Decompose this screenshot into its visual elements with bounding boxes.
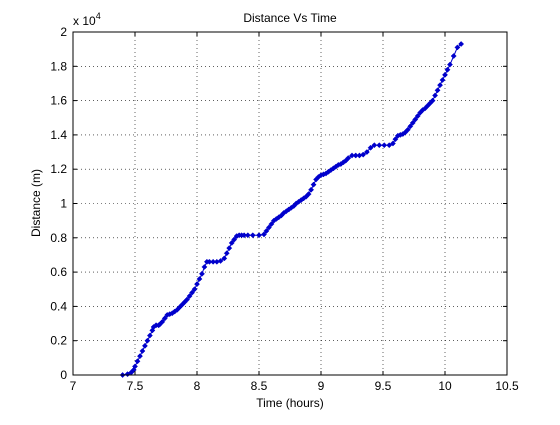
data-point-marker [308,186,315,193]
data-point-marker [217,257,224,264]
y-tick-label: 1.2 [50,162,67,176]
data-point-marker [454,44,461,51]
y-tick-label: 0.8 [50,231,67,245]
data-layer [119,41,465,378]
y-tick-label: 0.4 [50,299,67,313]
data-point-marker [189,289,195,296]
data-point-marker [363,149,370,156]
x-tick-label: 10.5 [495,379,519,393]
data-point-marker [159,318,166,325]
y-tick-label: 1 [60,197,67,211]
y-tick-label: 1.6 [50,94,67,108]
y-exponent-label: x 104 [73,11,101,28]
data-point-marker [199,270,205,277]
data-point-marker [161,315,168,322]
data-point-marker [141,342,148,349]
data-point-marker [191,286,198,293]
data-point-marker [310,181,317,188]
data-point-marker [149,327,156,334]
data-point-marker [263,227,270,234]
data-point-marker [407,123,414,130]
data-point-marker [414,113,421,119]
data-point-marker [458,41,465,47]
data-point-marker [268,221,275,228]
data-point-marker [360,151,367,158]
data-point-marker [444,66,451,73]
x-tick-label: 7 [70,379,77,393]
data-point-marker [389,140,396,147]
data-point-marker [434,87,441,94]
data-point-marker [228,239,235,246]
data-point-marker [146,332,153,339]
chart-title: Distance Vs Time [243,11,337,25]
data-point-marker [186,293,193,300]
data-point-marker [412,116,419,123]
data-point-marker [261,231,267,238]
y-tick-label: 0 [60,368,67,382]
y-tick-label: 1.4 [50,128,67,142]
data-point-marker [345,155,352,162]
data-point-marker [256,232,262,239]
data-point-marker [184,296,191,303]
data-point-marker [196,276,203,282]
data-point-marker [134,358,141,365]
data-point-marker [194,281,200,288]
y-tick-label: 0.6 [50,265,67,279]
data-point-marker [139,348,146,354]
data-point-marker [392,136,399,143]
data-point-marker [429,97,436,104]
y-tick-label: 1.8 [50,59,67,73]
data-point-marker [132,363,138,370]
data-point-marker [447,61,453,68]
data-point-marker [442,71,448,78]
data-point-marker [432,92,439,99]
y-tick-label: 0.2 [50,334,67,348]
ticks-layer: 7 7.5 8 8.5 9 9.5 10 10.5 0 0.2 0.4 0.6 0.8 1 1.2 1.4 1.… [50,25,519,393]
data-point-marker [244,232,251,239]
y-tick-label: 2 [60,25,67,39]
data-point-marker [223,250,230,257]
data-point-marker [409,119,416,126]
x-axis-label: Time (hours) [256,396,324,410]
data-point-marker [404,126,411,133]
x-tick-label: 8.5 [251,379,268,393]
y-exponent-base: x 10 [73,14,96,28]
data-point-marker [265,224,272,231]
data-point-marker [221,255,228,262]
data-point-marker [367,144,374,151]
data-point-marker [231,236,238,243]
data-point-marker [371,142,378,149]
data-point-marker [249,232,256,239]
x-tick-label: 9.5 [375,379,392,393]
x-tick-label: 8 [194,379,201,393]
data-point-marker [305,191,312,198]
data-point-marker [450,53,457,59]
data-point-marker [439,77,446,83]
data-point-marker [381,142,388,149]
data-point-marker [201,264,208,270]
x-tick-label: 10 [438,379,452,393]
data-point-marker [376,142,383,149]
data-point-marker [226,245,233,252]
data-point-marker [137,353,143,360]
y-axis-label: Distance (m) [29,169,43,237]
data-point-marker [437,82,443,89]
x-tick-label: 9 [318,379,325,393]
data-point-marker [144,337,151,344]
y-exponent-power: 4 [96,11,101,21]
x-tick-label: 7.5 [127,379,144,393]
